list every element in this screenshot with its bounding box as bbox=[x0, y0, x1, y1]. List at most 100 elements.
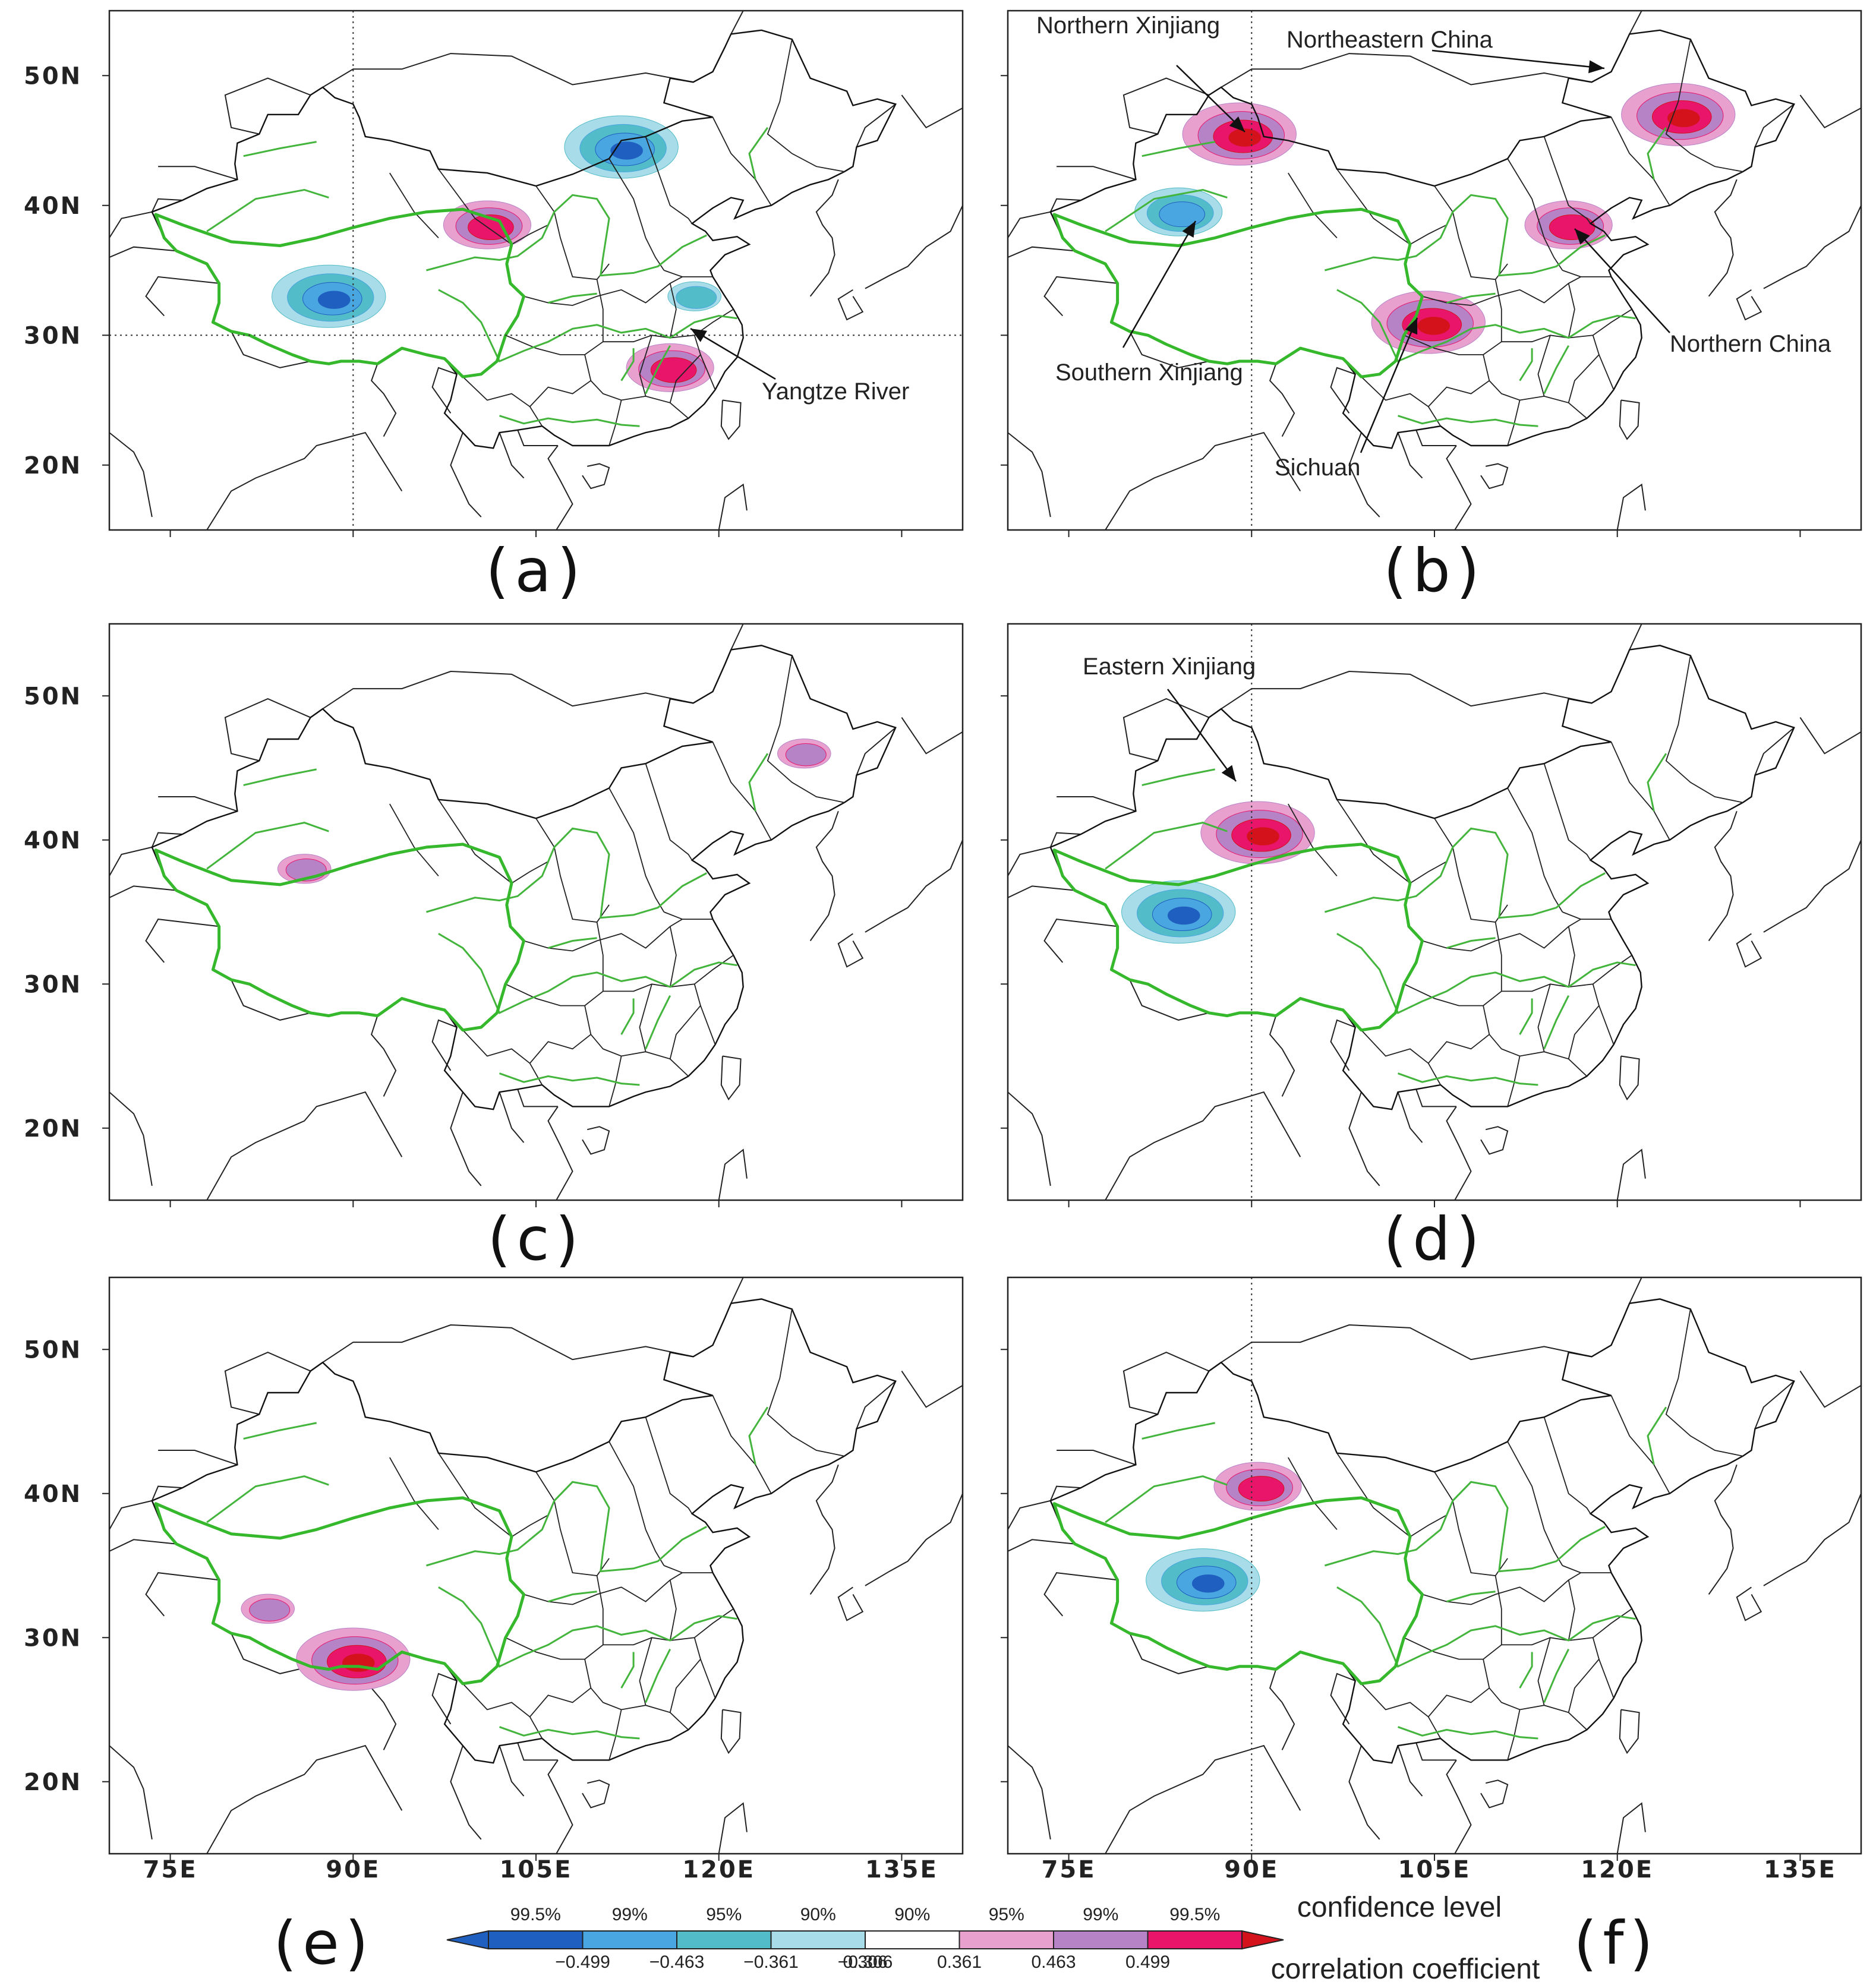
river-line bbox=[1519, 348, 1533, 381]
coastline bbox=[547, 1106, 573, 1200]
correlation-fields bbox=[272, 115, 721, 392]
province-boundary bbox=[1422, 276, 1581, 306]
province-boundary bbox=[1665, 39, 1743, 172]
panel-label: (e) bbox=[273, 1908, 374, 1978]
province-boundary bbox=[1483, 1005, 1490, 1035]
province-boundary bbox=[712, 1395, 772, 1494]
province-boundary bbox=[1494, 922, 1502, 992]
country-border bbox=[499, 1091, 525, 1143]
country-border bbox=[145, 276, 219, 317]
coastline bbox=[1480, 1779, 1509, 1809]
river-line bbox=[1336, 1586, 1636, 1668]
coastline bbox=[1480, 1126, 1509, 1155]
lon-tick-label: 120E bbox=[1581, 1856, 1654, 1883]
country-border bbox=[1057, 796, 1136, 812]
country-border bbox=[1043, 1572, 1118, 1617]
province-boundary bbox=[1507, 1441, 1563, 1566]
country-border bbox=[1008, 1539, 1075, 1552]
country-border bbox=[1799, 1371, 1861, 1408]
country-border bbox=[499, 432, 525, 479]
country-border bbox=[1221, 670, 1592, 709]
river-line bbox=[206, 822, 329, 870]
river-line bbox=[206, 188, 329, 232]
correlation-contour-positive bbox=[650, 357, 697, 383]
country-border bbox=[1269, 1015, 1295, 1097]
country-border bbox=[1348, 432, 1380, 517]
lon-tick-label: 105E bbox=[500, 1856, 573, 1883]
river-line bbox=[499, 1072, 640, 1086]
correlation-contour-positive bbox=[1417, 317, 1451, 335]
lat-tick-label: 30N bbox=[24, 1624, 82, 1652]
province-boundary bbox=[1592, 984, 1600, 1006]
province-boundary bbox=[524, 1572, 683, 1605]
river-line bbox=[206, 1475, 329, 1523]
annotation-label: Southern Xinjiang bbox=[1055, 359, 1243, 386]
country-border bbox=[231, 331, 311, 368]
river-line bbox=[748, 1406, 769, 1465]
coastline bbox=[809, 810, 839, 942]
annotation-arrow bbox=[1176, 65, 1245, 132]
coastline bbox=[1616, 483, 1646, 530]
country-border bbox=[1397, 432, 1423, 479]
province-boundary bbox=[1610, 116, 1670, 206]
country-border bbox=[730, 11, 744, 34]
map-panel-2: (b) Northern Xinjiang Northeastern China So… bbox=[1001, 10, 1862, 605]
province-boundary bbox=[1434, 185, 1508, 280]
country-border bbox=[1129, 331, 1209, 368]
country-border bbox=[1049, 198, 1081, 213]
province-boundary bbox=[1428, 1687, 1588, 1731]
province-boundary bbox=[1543, 1416, 1591, 1514]
coastline bbox=[718, 483, 748, 530]
threshold-label: 0.499 bbox=[1125, 1952, 1170, 1972]
country-border bbox=[1221, 1324, 1592, 1363]
province-boundary bbox=[1288, 172, 1338, 239]
coastline bbox=[809, 179, 839, 297]
river-line bbox=[1647, 1406, 1667, 1465]
country-border bbox=[1330, 367, 1356, 414]
river-line bbox=[620, 348, 635, 381]
coastline bbox=[1708, 179, 1738, 297]
river-line bbox=[645, 995, 671, 1049]
coastline bbox=[582, 1779, 610, 1809]
province-boundary bbox=[1428, 380, 1587, 419]
river-line bbox=[645, 345, 671, 395]
confidence-level-label: 95% bbox=[706, 1905, 742, 1924]
country-border bbox=[1629, 11, 1642, 34]
lon-tick-label: 135E bbox=[1764, 1856, 1837, 1883]
plateau-boundary bbox=[154, 1496, 525, 1686]
coastline bbox=[206, 1091, 403, 1200]
province-boundary bbox=[1592, 1637, 1600, 1659]
country-border bbox=[431, 1673, 458, 1725]
lon-tick-label: 105E bbox=[1398, 1856, 1471, 1883]
province-boundary bbox=[645, 763, 693, 861]
correlation-contour-negative bbox=[676, 286, 717, 309]
coastline bbox=[582, 463, 610, 490]
province-boundary bbox=[645, 136, 693, 224]
colorbar-segment bbox=[676, 1930, 772, 1949]
colorbar-segment bbox=[1147, 1930, 1243, 1949]
river-line bbox=[548, 292, 597, 304]
coastline bbox=[1619, 399, 1640, 440]
coastline bbox=[1736, 1586, 1762, 1621]
country-border bbox=[231, 1633, 311, 1674]
country-border bbox=[1348, 1091, 1380, 1187]
threshold-label: −0.463 bbox=[649, 1952, 705, 1972]
correlation-contour-negative bbox=[1191, 1574, 1225, 1593]
panel-label: (c) bbox=[487, 1204, 584, 1274]
province-boundary bbox=[639, 335, 652, 397]
annotations: Northern Xinjiang Northeastern China South… bbox=[1036, 12, 1831, 481]
province-boundary bbox=[669, 354, 716, 403]
country-border bbox=[224, 698, 311, 762]
correlation-contour-positive bbox=[1238, 1476, 1285, 1502]
lat-tick-label: 30N bbox=[24, 322, 82, 349]
lat-tick-label: 50N bbox=[24, 683, 82, 710]
province-boundary bbox=[1507, 1709, 1521, 1760]
country-border bbox=[1629, 624, 1642, 651]
country-border bbox=[856, 103, 896, 147]
country-border bbox=[1122, 77, 1209, 135]
river-line bbox=[548, 1591, 597, 1603]
map-content bbox=[1008, 624, 1861, 1200]
river-line bbox=[1543, 345, 1570, 395]
country-border bbox=[517, 430, 558, 446]
